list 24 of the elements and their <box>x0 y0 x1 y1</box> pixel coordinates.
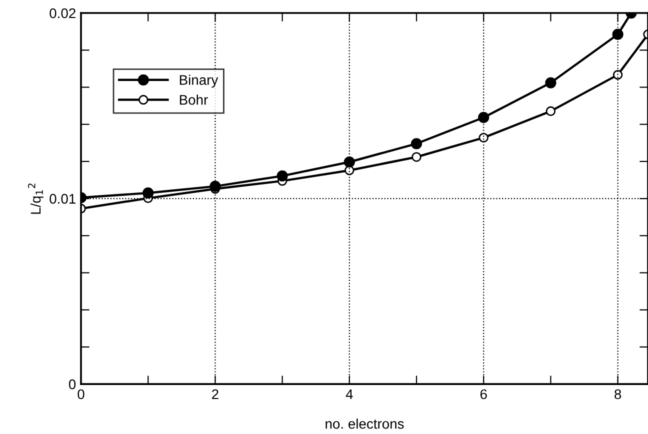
y-tick-label: 0.02 <box>50 8 76 18</box>
y-axis-title: L/q$_{1}$$^{2}$ <box>28 184 44 214</box>
point <box>546 106 556 116</box>
x-axis-title: no. electrons <box>326 418 404 429</box>
y-tick-label: 0.01 <box>50 194 76 204</box>
point <box>478 132 488 143</box>
x-tick-label: 8 <box>614 389 622 400</box>
point <box>142 187 154 199</box>
point <box>545 77 556 88</box>
y-tick-label: 0 <box>68 379 76 390</box>
point <box>276 170 288 182</box>
x-tick-label: 2 <box>212 389 218 400</box>
x-tick-label: 6 <box>480 389 487 400</box>
point <box>612 28 624 40</box>
point <box>612 70 623 80</box>
point <box>410 138 422 150</box>
point <box>210 180 221 192</box>
legend-label: Bohr <box>180 94 208 105</box>
legend-label: Binary <box>180 74 218 88</box>
x-tick-label: 0 <box>78 389 84 400</box>
point <box>344 156 355 168</box>
x-tick-label: 4 <box>346 389 353 400</box>
point <box>412 152 422 162</box>
point <box>478 112 490 124</box>
